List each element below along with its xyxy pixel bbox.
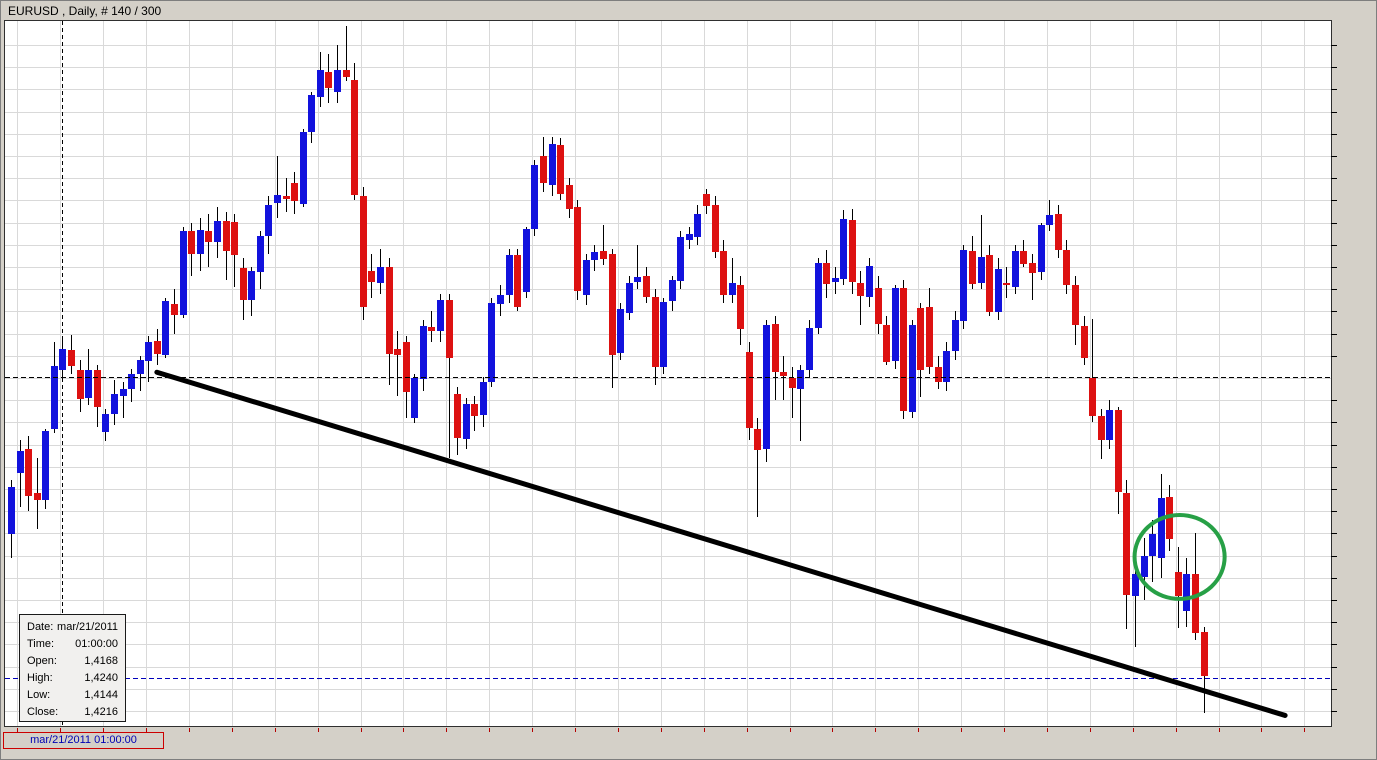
candles [8, 26, 1208, 713]
price-axis[interactable]: 1,4153 1,3475 1,49001,48501,48001,47501,… [1332, 1, 1376, 759]
tooltip-label: Low: [27, 688, 51, 701]
time-axis[interactable]: 04abr/0411182502may/020916233006jun/0613… [1, 727, 1333, 759]
ellipse-annotation[interactable] [1132, 512, 1227, 601]
tooltip-row-close: Close: 1,4216 [27, 703, 118, 720]
chart-title: EURUSD , Daily, # 140 / 300 [8, 4, 162, 18]
tooltip-label: Close: [27, 705, 59, 718]
tooltip-label: Open: [27, 654, 57, 667]
tooltip-row-high: High: 1,4240 [27, 669, 118, 686]
tooltip-value: 1,4216 [84, 705, 118, 718]
tooltip-row-time: Time: 01:00:00 [27, 635, 118, 652]
tooltip-row-open: Open: 1,4168 [27, 652, 118, 669]
trendline[interactable] [154, 369, 1288, 718]
tooltip-value: 1,4144 [84, 688, 118, 701]
gridlines [5, 21, 1331, 726]
plot-contents [5, 21, 1331, 726]
tooltip-label: Date: [27, 620, 54, 633]
axis-ticks [17, 45, 1337, 732]
tooltip-value: 1,4240 [84, 671, 118, 684]
tooltip-label: Time: [27, 637, 55, 650]
tooltip-value: 01:00:00 [75, 637, 118, 650]
tooltip-value: 1,4168 [84, 654, 118, 667]
selected-datetime-label: mar/21/2011 01:00:00 [3, 732, 164, 749]
tooltip-label: High: [27, 671, 53, 684]
data-window-tooltip: Date: mar/21/2011 Time: 01:00:00 Open: 1… [19, 614, 126, 722]
tooltip-row-low: Low: 1,4144 [27, 686, 118, 703]
plot-area[interactable] [4, 20, 1332, 727]
tooltip-row-date: Date: mar/21/2011 [27, 618, 118, 635]
tooltip-value: mar/21/2011 [57, 620, 118, 633]
